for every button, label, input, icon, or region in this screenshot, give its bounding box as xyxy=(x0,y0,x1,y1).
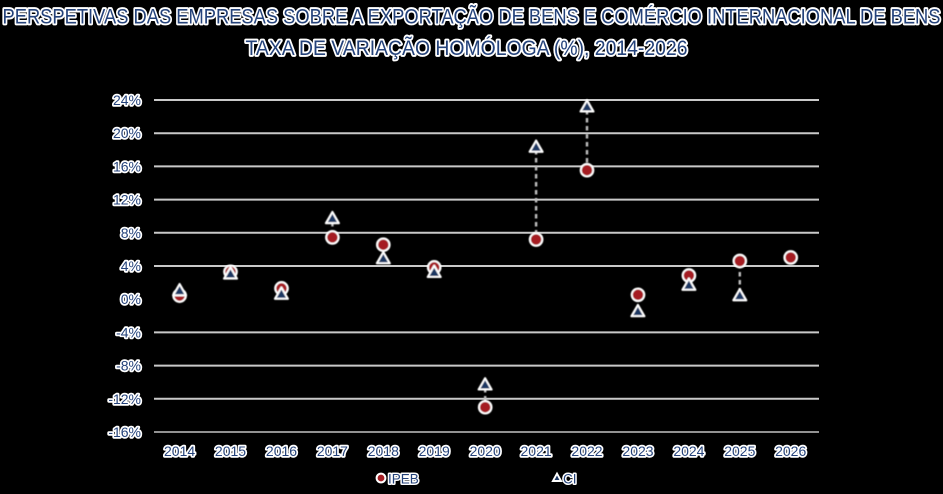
svg-text:-4%: -4% xyxy=(116,324,141,340)
svg-text:2016: 2016 xyxy=(266,443,297,459)
svg-text:2019: 2019 xyxy=(419,443,450,459)
svg-text:2025: 2025 xyxy=(724,443,755,459)
svg-text:2026: 2026 xyxy=(775,443,806,459)
svg-text:PERSPETIVAS DAS EMPRESAS SOBRE: PERSPETIVAS DAS EMPRESAS SOBRE A EXPORTA… xyxy=(3,4,941,29)
svg-text:CI: CI xyxy=(563,472,577,487)
svg-text:TAXA DE VARIAÇÃO HOMÓLOGA (%),: TAXA DE VARIAÇÃO HOMÓLOGA (%), 2014-2026 xyxy=(246,35,688,60)
svg-text:2015: 2015 xyxy=(215,443,246,459)
svg-text:2021: 2021 xyxy=(521,443,552,459)
svg-text:2018: 2018 xyxy=(368,443,399,459)
svg-text:24%: 24% xyxy=(113,92,141,108)
svg-text:0%: 0% xyxy=(121,291,141,307)
svg-text:2017: 2017 xyxy=(317,443,348,459)
svg-text:-8%: -8% xyxy=(116,358,141,374)
svg-text:20%: 20% xyxy=(113,125,141,141)
svg-text:16%: 16% xyxy=(113,158,141,174)
svg-text:4%: 4% xyxy=(121,258,141,274)
svg-text:12%: 12% xyxy=(113,192,141,208)
svg-text:2024: 2024 xyxy=(673,443,704,459)
svg-text:-12%: -12% xyxy=(108,391,141,407)
svg-text:2020: 2020 xyxy=(470,443,501,459)
svg-text:2023: 2023 xyxy=(622,443,653,459)
svg-text:2022: 2022 xyxy=(571,443,602,459)
svg-text:IPEB: IPEB xyxy=(388,472,419,487)
svg-text:-16%: -16% xyxy=(108,424,141,440)
svg-text:2014: 2014 xyxy=(164,443,195,459)
svg-text:8%: 8% xyxy=(121,225,141,241)
